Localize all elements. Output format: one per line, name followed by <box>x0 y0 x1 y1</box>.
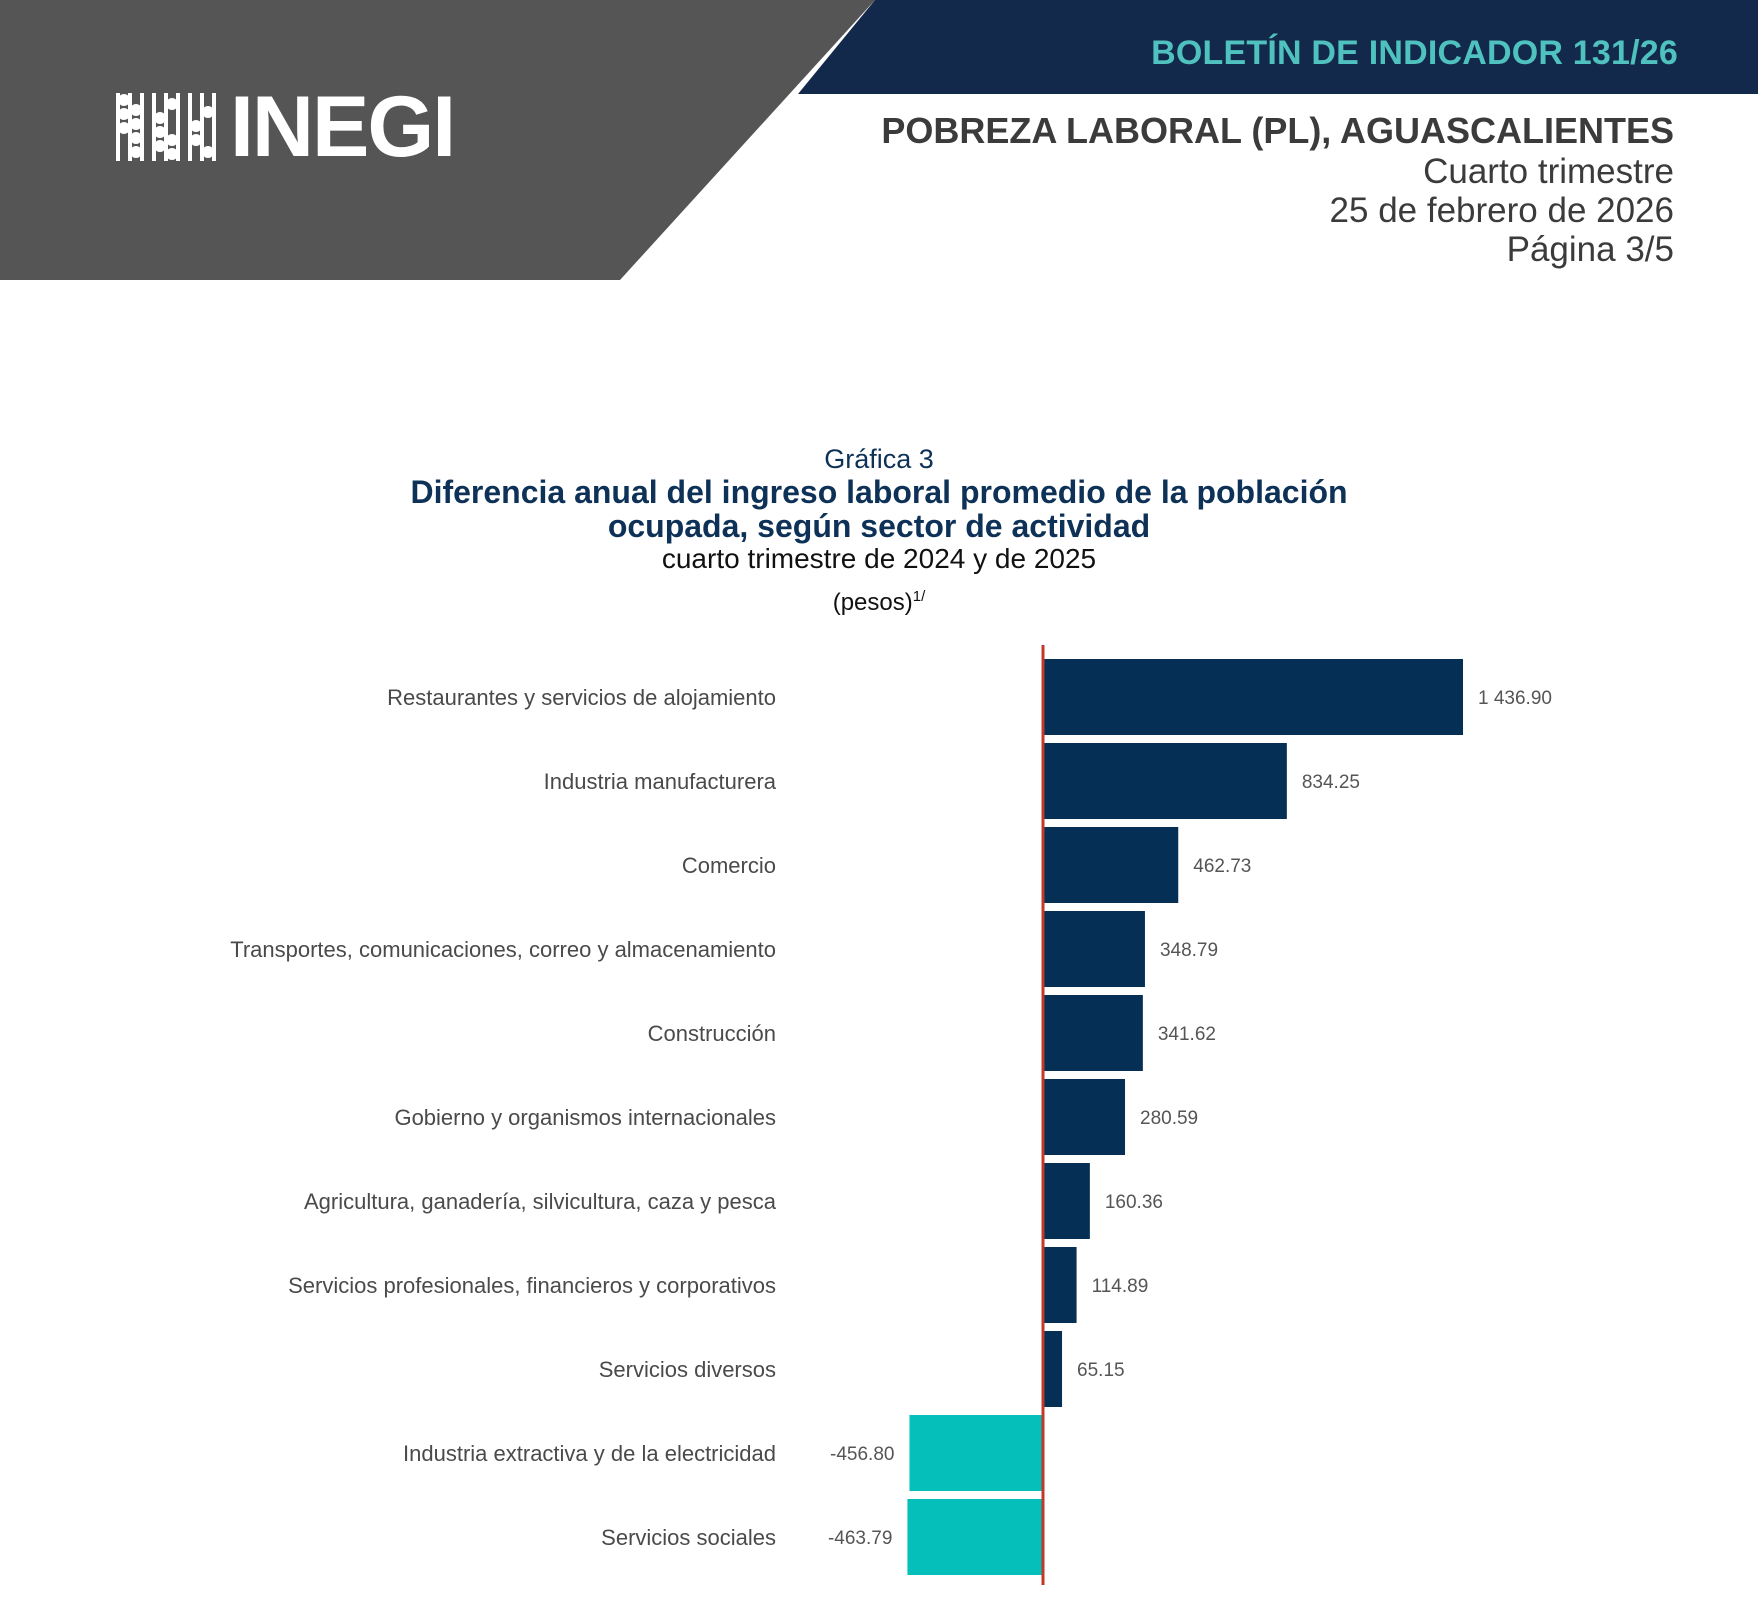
category-label-10: Industria extractiva y de la electricida… <box>403 1441 776 1466</box>
category-label-9: Servicios diversos <box>599 1357 776 1382</box>
report-title: POBREZA LABORAL (PL), AGUASCALIENTES <box>881 110 1674 151</box>
chart-title-line-1: Diferencia anual del ingreso laboral pro… <box>410 474 1348 510</box>
bar-3 <box>1043 827 1179 903</box>
page-number: Página 3/5 <box>1506 230 1674 269</box>
header-navy-panel <box>798 0 1758 94</box>
bar-5 <box>1043 995 1143 1071</box>
category-label-1: Restaurantes y servicios de alojamiento <box>387 685 776 710</box>
header-band <box>0 0 1758 280</box>
category-label-4: Transportes, comunicaciones, correo y al… <box>230 937 776 962</box>
category-label-3: Comercio <box>682 853 776 878</box>
value-label-3: 462.73 <box>1193 856 1251 877</box>
category-label-7: Agricultura, ganadería, silvicultura, ca… <box>304 1189 777 1214</box>
bar-7 <box>1043 1163 1090 1239</box>
bar-4 <box>1043 911 1145 987</box>
category-label-11: Servicios sociales <box>601 1525 776 1550</box>
chart-units: (pesos)1/ <box>0 579 1758 621</box>
bar-2 <box>1043 743 1287 819</box>
chart-title-block: Gráfica 3 Diferencia anual del ingreso l… <box>0 443 1758 621</box>
value-label-5: 341.62 <box>1158 1024 1216 1045</box>
inegi-logo-text: INEGI <box>230 79 456 175</box>
category-label-8: Servicios profesionales, financieros y c… <box>288 1273 776 1298</box>
value-label-11: -463.79 <box>828 1528 892 1549</box>
header-gray-panel <box>0 0 875 280</box>
bar-6 <box>1043 1079 1126 1155</box>
chart-title-line-2: ocupada, según sector de actividad <box>607 508 1151 544</box>
bar-1 <box>1043 659 1463 735</box>
category-label-2: Industria manufacturera <box>544 769 777 794</box>
value-label-9: 65.15 <box>1077 1360 1125 1381</box>
bar-10 <box>909 1415 1043 1491</box>
bar-11 <box>907 1499 1043 1575</box>
chart-units-text: (pesos) <box>832 589 913 616</box>
bulletin-number: BOLETÍN DE INDICADOR 131/26 <box>1151 34 1678 72</box>
bar-8 <box>1043 1247 1077 1323</box>
inegi-logo-mark-icon <box>116 93 216 161</box>
value-label-1: 1 436.90 <box>1478 688 1552 709</box>
value-label-10: -456.80 <box>830 1444 894 1465</box>
value-label-8: 114.89 <box>1092 1276 1149 1297</box>
report-period: Cuarto trimestre <box>1423 152 1674 191</box>
value-label-4: 348.79 <box>1160 940 1218 961</box>
chart-units-footnote: 1/ <box>912 588 926 605</box>
value-label-2: 834.25 <box>1302 772 1360 793</box>
category-label-5: Construcción <box>648 1021 776 1046</box>
header-info: POBREZA LABORAL (PL), AGUASCALIENTES Cua… <box>881 110 1674 269</box>
report-date: 25 de febrero de 2026 <box>1329 191 1674 230</box>
value-label-7: 160.36 <box>1105 1192 1163 1213</box>
bar-9 <box>1043 1331 1063 1407</box>
chart-label: Gráfica 3 <box>824 444 934 474</box>
chart-subtitle: cuarto trimestre de 2024 y de 2025 <box>661 543 1097 574</box>
category-label-6: Gobierno y organismos internacionales <box>394 1105 776 1130</box>
value-label-6: 280.59 <box>1140 1108 1198 1129</box>
